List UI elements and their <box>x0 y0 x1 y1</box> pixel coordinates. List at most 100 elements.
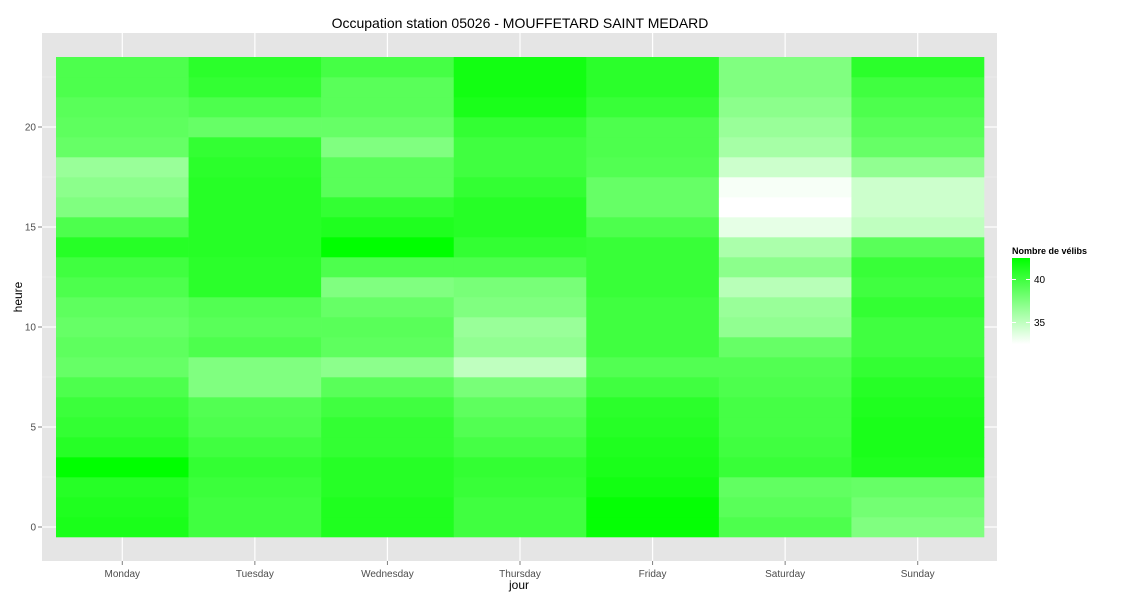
heatmap-tile <box>851 237 985 258</box>
heatmap-tile <box>718 177 852 198</box>
heatmap-tile <box>56 217 189 238</box>
heatmap-tile <box>188 357 322 378</box>
heatmap-tile <box>321 477 455 498</box>
heatmap-tile <box>56 297 189 318</box>
heatmap-tile <box>321 177 455 198</box>
heatmap-tile <box>188 157 322 178</box>
heatmap-tile <box>56 257 189 278</box>
heatmap-tile <box>321 417 455 438</box>
heatmap-tile <box>718 77 852 98</box>
heatmap-tile <box>718 317 852 338</box>
heatmap-tile <box>321 457 455 478</box>
heatmap-tile <box>851 277 985 298</box>
heatmap-tile <box>453 157 587 178</box>
heatmap-tile <box>718 437 852 458</box>
heatmap-tile <box>56 417 189 438</box>
heatmap-tile <box>851 357 985 378</box>
heatmap-tile <box>586 297 720 318</box>
heatmap-tile <box>321 197 455 218</box>
heatmap-tile <box>586 137 720 158</box>
heatmap-tile <box>718 337 852 358</box>
x-tick-label: Monday <box>104 569 140 580</box>
heatmap-tile <box>453 237 587 258</box>
heatmap-tile <box>56 157 189 178</box>
heatmap-tile <box>718 297 852 318</box>
heatmap-tile <box>321 157 455 178</box>
heatmap-tile <box>56 377 189 398</box>
heatmap-tile <box>321 397 455 418</box>
legend: Nombre de vélibs 35 40 <box>1012 246 1087 344</box>
axes: 0 5 10 15 20 Monday Tuesday Wednesday Thursday Fr… <box>25 123 935 581</box>
heatmap-tile <box>453 457 587 478</box>
heatmap-tile <box>321 137 455 158</box>
heatmap-tile <box>188 437 322 458</box>
heatmap-tile <box>851 137 985 158</box>
heatmap-tile <box>188 457 322 478</box>
heatmap-tiles <box>56 57 985 538</box>
heatmap-tile <box>718 57 852 78</box>
heatmap-tile <box>321 277 455 298</box>
heatmap-tile <box>586 417 720 438</box>
heatmap-tile <box>188 97 322 118</box>
legend-tick-label: 40 <box>1034 275 1046 286</box>
x-tick-label: Saturday <box>765 569 805 580</box>
heatmap-tile <box>188 197 322 218</box>
heatmap-tile <box>56 477 189 498</box>
heatmap-tile <box>453 117 587 138</box>
heatmap-tile <box>851 477 985 498</box>
heatmap-tile <box>453 57 587 78</box>
heatmap-tile <box>188 177 322 198</box>
heatmap-tile <box>56 317 189 338</box>
heatmap-tile <box>453 477 587 498</box>
heatmap-tile <box>453 77 587 98</box>
heatmap-tile <box>188 237 322 258</box>
heatmap-tile <box>851 417 985 438</box>
heatmap-tile <box>188 377 322 398</box>
y-axis-label: heure <box>11 281 25 313</box>
heatmap-tile <box>718 117 852 138</box>
heatmap-tile <box>321 77 455 98</box>
heatmap-tile <box>718 157 852 178</box>
heatmap-tile <box>56 397 189 418</box>
heatmap-tile <box>718 397 852 418</box>
heatmap-tile <box>321 237 455 258</box>
heatmap-tile <box>56 137 189 158</box>
heatmap-tile <box>851 337 985 358</box>
heatmap-tile <box>188 337 322 358</box>
heatmap-tile <box>188 257 322 278</box>
heatmap-tile <box>321 377 455 398</box>
heatmap-tile <box>851 77 985 98</box>
legend-tick-label: 35 <box>1034 318 1046 329</box>
heatmap-tile <box>718 257 852 278</box>
heatmap-tile <box>188 217 322 238</box>
heatmap-tile <box>321 57 455 78</box>
x-tick-label: Thursday <box>499 569 541 580</box>
heatmap-tile <box>56 97 189 118</box>
heatmap-tile <box>586 357 720 378</box>
heatmap-tile <box>56 437 189 458</box>
y-tick-label: 5 <box>30 423 36 434</box>
heatmap-tile <box>188 397 322 418</box>
x-axis-label: jour <box>508 578 529 592</box>
heatmap-tile <box>586 257 720 278</box>
heatmap-tile <box>586 217 720 238</box>
x-tick-label: Friday <box>639 569 667 580</box>
heatmap-tile <box>718 377 852 398</box>
y-tick-label: 0 <box>30 523 36 534</box>
heatmap-tile <box>718 517 852 538</box>
heatmap-tile <box>718 137 852 158</box>
heatmap-tile <box>321 97 455 118</box>
heatmap-tile <box>56 457 189 478</box>
heatmap-tile <box>586 117 720 138</box>
heatmap-tile <box>453 417 587 438</box>
heatmap-tile <box>586 237 720 258</box>
heatmap-tile <box>718 477 852 498</box>
heatmap-tile <box>851 117 985 138</box>
heatmap-tile <box>718 97 852 118</box>
legend-colorbar <box>1012 258 1030 344</box>
heatmap-tile <box>321 117 455 138</box>
y-tick-label: 20 <box>25 123 37 134</box>
heatmap-tile <box>56 117 189 138</box>
heatmap-tile <box>718 237 852 258</box>
